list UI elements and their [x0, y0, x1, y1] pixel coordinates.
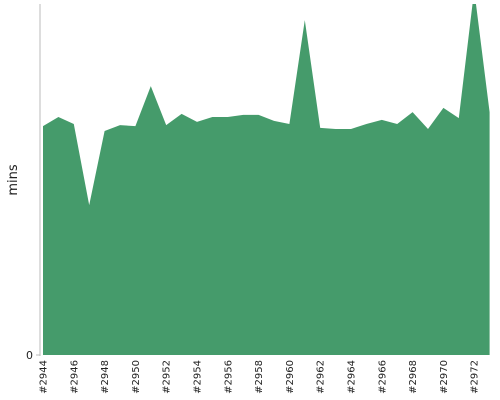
x-tick-label: #2966	[377, 360, 388, 394]
x-tick-label: #2956	[223, 360, 234, 394]
area	[43, 4, 490, 355]
y-tick-label: 0	[26, 349, 33, 362]
x-tick-label: #2946	[69, 360, 80, 394]
x-tick-label: #2964	[347, 360, 358, 394]
x-tick-label: #2944	[39, 360, 50, 394]
x-tick-label: #2950	[131, 360, 142, 394]
x-tick-label: #2958	[254, 360, 265, 394]
x-tick-label: #2948	[100, 360, 111, 394]
x-tick-label: #2960	[285, 360, 296, 394]
x-tick-label: #2968	[408, 360, 419, 394]
x-tick-label: #2962	[316, 360, 327, 394]
x-tick-label: #2970	[439, 360, 450, 394]
x-tick-label: #2952	[162, 360, 173, 394]
y-axis-label: mins	[6, 164, 21, 196]
x-tick-label: #2954	[193, 360, 204, 394]
x-tick-label: #2972	[470, 360, 481, 394]
